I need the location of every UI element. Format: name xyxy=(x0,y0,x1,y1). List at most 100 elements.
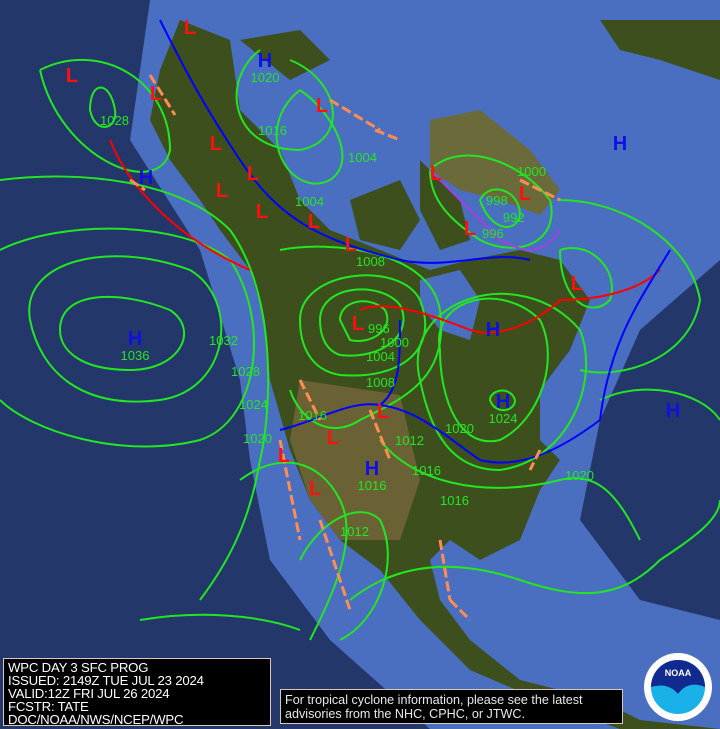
center-pressure-value: 1024 xyxy=(489,411,518,426)
isobar-label: 1016 xyxy=(258,123,287,138)
agency: DOC/NOAA/NWS/NCEP/WPC xyxy=(8,712,184,727)
isobar-label: 1012 xyxy=(395,433,424,448)
trough-line xyxy=(374,128,401,142)
advisory-line-2: advisories from the NHC, CPHC, or JTWC. xyxy=(285,707,526,721)
isobar-label: 1016 xyxy=(440,493,469,508)
product-title: WPC DAY 3 SFC PROG xyxy=(8,660,149,675)
isobar-line xyxy=(58,295,186,372)
trough-line xyxy=(519,178,561,202)
trough-line xyxy=(528,449,542,471)
low-pressure-center: L xyxy=(464,218,476,240)
trough-line xyxy=(148,74,177,116)
trough-line xyxy=(448,598,472,622)
isobar-label: 1032 xyxy=(209,333,238,348)
isobar-line xyxy=(235,49,334,152)
isobar-line xyxy=(438,297,549,443)
isobar-line xyxy=(416,293,588,472)
center-pressure-value: 1016 xyxy=(358,478,387,493)
front-line xyxy=(379,319,401,406)
low-pressure-center: L xyxy=(327,427,339,449)
isobar-label: 1028 xyxy=(100,113,129,128)
isobar-line xyxy=(39,59,172,173)
low-pressure-center: L xyxy=(519,183,531,205)
low-pressure-center: L xyxy=(309,478,321,500)
isobar-line xyxy=(275,89,344,185)
low-pressure-center: L xyxy=(278,445,290,467)
front-line xyxy=(599,249,671,421)
forecaster: FCSTR: TATE xyxy=(8,699,89,714)
svg-text:NOAA: NOAA xyxy=(665,668,692,678)
front-line xyxy=(359,269,661,334)
low-pressure-center: L xyxy=(66,65,78,87)
isobar-line xyxy=(338,300,389,342)
isobar-labels: 1028101610041004100810009969921000100410… xyxy=(100,113,594,539)
isobar-label: 992 xyxy=(503,210,525,225)
isobar-label: 1024 xyxy=(239,397,268,412)
arctic-islands xyxy=(240,30,470,250)
high-pressure-center: H xyxy=(258,50,272,72)
high-pressure-center: H xyxy=(128,328,142,350)
center-pressure-value: 1020 xyxy=(251,70,280,85)
isobar-line xyxy=(599,388,720,421)
trough-line xyxy=(318,519,352,611)
high-pressure-center: H xyxy=(365,458,379,480)
isobar-label: 1016 xyxy=(298,408,327,423)
greenland-land xyxy=(430,110,560,215)
tropical-advisory-note: For tropical cyclone information, please… xyxy=(280,689,623,724)
isobar-line xyxy=(139,613,301,631)
southwest-desert xyxy=(290,380,420,540)
north-america-land xyxy=(150,20,720,729)
low-pressure-center: L xyxy=(316,95,328,117)
isobar-line xyxy=(299,511,389,641)
valid-time: VALID:12Z FRI JUL 26 2024 xyxy=(8,686,170,701)
front-line xyxy=(279,403,601,464)
isobar-line xyxy=(279,245,443,430)
trough-line xyxy=(329,98,381,132)
center-pressure-value: 1036 xyxy=(121,348,150,363)
front-line xyxy=(109,139,251,271)
high-pressure-center: H xyxy=(666,400,680,422)
isobar-label: 1020 xyxy=(243,431,272,446)
isobar-line xyxy=(349,499,720,601)
high-pressure-center: H xyxy=(486,319,500,341)
high-pressure-center: H xyxy=(139,167,153,189)
isobar-label: 1000 xyxy=(517,164,546,179)
low-pressure-center: L xyxy=(308,211,320,233)
issued-time: ISSUED: 2149Z TUE JUL 23 2024 xyxy=(8,673,204,688)
isobar-line xyxy=(379,439,641,541)
low-pressure-center: L xyxy=(247,163,259,185)
low-pressure-center: L xyxy=(256,201,268,223)
hudson-bay xyxy=(420,270,480,340)
isobar-label: 998 xyxy=(486,193,508,208)
advisory-line-1: For tropical cyclone information, please… xyxy=(285,693,583,707)
isobar-label: 1004 xyxy=(366,349,395,364)
trough-line xyxy=(438,539,452,601)
isobar-label: 1004 xyxy=(295,194,324,209)
noaa-logo: NOAA xyxy=(644,653,712,721)
high-pressure-center: H xyxy=(496,391,510,413)
isobar-label: 1020 xyxy=(565,468,594,483)
low-pressure-center: L xyxy=(352,313,364,335)
isobar-label: 1008 xyxy=(356,254,385,269)
fronts xyxy=(109,19,671,622)
low-pressure-center: L xyxy=(571,273,583,295)
isobar-line xyxy=(559,199,702,374)
center-pressure-value: 996 xyxy=(482,226,504,241)
isobar-line xyxy=(488,389,517,412)
isobar-label: 1020 xyxy=(445,421,474,436)
isobar-label: 1012 xyxy=(340,524,369,539)
isobar-label: 1028 xyxy=(231,364,260,379)
isobar-label: 1008 xyxy=(366,375,395,390)
front-line xyxy=(159,19,531,264)
isobar-line xyxy=(239,461,348,641)
low-pressure-center: L xyxy=(150,83,162,105)
trough-line xyxy=(298,379,322,421)
isobar-label: 996 xyxy=(368,321,390,336)
isobars xyxy=(0,49,720,641)
isobar-line xyxy=(429,154,553,249)
trough-line xyxy=(278,439,302,541)
front-line xyxy=(429,169,561,251)
